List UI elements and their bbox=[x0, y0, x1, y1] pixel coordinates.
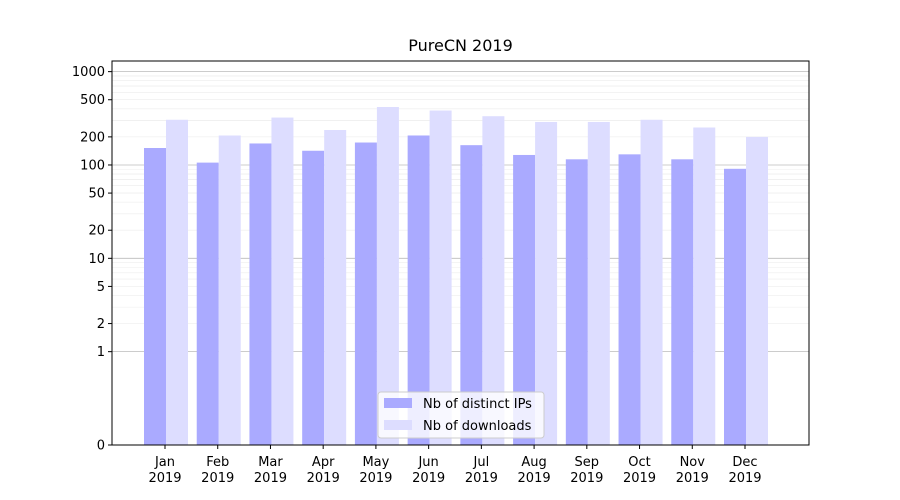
x-tick-label-year: 2019 bbox=[359, 471, 392, 486]
bar-distinct-ips bbox=[724, 168, 746, 446]
x-tick-label-year: 2019 bbox=[201, 471, 234, 486]
x-tick-label-month: Oct bbox=[628, 455, 650, 470]
bar-distinct-ips bbox=[407, 135, 430, 445]
bar-downloads bbox=[693, 127, 716, 446]
bar-distinct-ips bbox=[302, 150, 325, 445]
x-tick-label-month: Feb bbox=[206, 455, 229, 470]
y-tick-label: 1000 bbox=[72, 65, 105, 80]
x-tick-label-month: Dec bbox=[732, 455, 757, 470]
x-tick-label-month: Jan bbox=[154, 455, 175, 470]
bar-distinct-ips bbox=[196, 162, 219, 445]
x-tick-label-year: 2019 bbox=[623, 471, 656, 486]
legend: Nb of distinct IPs Nb of downloads bbox=[377, 391, 545, 439]
bar-distinct-ips bbox=[513, 154, 536, 445]
y-tick-label: 5 bbox=[97, 280, 105, 295]
legend-label-ips: Nb of distinct IPs bbox=[423, 397, 532, 412]
bar-distinct-ips bbox=[565, 159, 588, 445]
y-tick-label: 50 bbox=[88, 187, 105, 202]
bars-layer bbox=[144, 106, 768, 446]
x-tick-label-year: 2019 bbox=[728, 471, 761, 486]
bar-distinct-ips bbox=[460, 145, 483, 445]
x-tick-label-month: Nov bbox=[680, 455, 706, 470]
x-tick-label-year: 2019 bbox=[570, 471, 603, 486]
chart-title: PureCN 2019 bbox=[408, 36, 513, 55]
bar-downloads bbox=[429, 110, 452, 445]
bar-downloads bbox=[746, 136, 768, 445]
y-tick-label: 20 bbox=[88, 224, 105, 239]
x-tick-label-year: 2019 bbox=[676, 471, 709, 486]
legend-swatch-downloads bbox=[384, 420, 412, 430]
x-tick-label-year: 2019 bbox=[148, 471, 181, 486]
y-tick-label: 100 bbox=[80, 158, 105, 173]
bar-distinct-ips bbox=[249, 143, 272, 445]
y-axis: 0 1 2 5 10 20 50 100 200 500 1000 bbox=[72, 65, 112, 454]
legend-swatch-ips bbox=[384, 398, 412, 408]
bar-distinct-ips bbox=[618, 154, 641, 445]
bar-downloads bbox=[166, 119, 188, 446]
bar-distinct-ips bbox=[354, 142, 377, 445]
y-tick-label: 1 bbox=[97, 345, 105, 360]
y-tick-label: 200 bbox=[80, 130, 105, 145]
x-tick-label-year: 2019 bbox=[412, 471, 445, 486]
x-tick-label-year: 2019 bbox=[518, 471, 551, 486]
y-tick-label: 10 bbox=[88, 252, 105, 267]
x-tick-label-month: Jun bbox=[417, 455, 438, 470]
legend-label-downloads: Nb of downloads bbox=[423, 419, 532, 434]
x-tick-label-month: Mar bbox=[258, 455, 283, 470]
bar-downloads bbox=[376, 106, 399, 445]
bar-downloads bbox=[324, 129, 347, 446]
x-tick-label-month: Apr bbox=[312, 455, 335, 470]
legend-box bbox=[377, 391, 545, 439]
x-tick-label-year: 2019 bbox=[307, 471, 340, 486]
x-tick-label-month: May bbox=[362, 455, 389, 470]
bar-distinct-ips bbox=[144, 148, 166, 445]
x-tick-label-year: 2019 bbox=[465, 471, 498, 486]
x-tick-label-year: 2019 bbox=[254, 471, 287, 486]
bar-downloads bbox=[587, 121, 610, 445]
bar-downloads bbox=[218, 135, 241, 445]
y-tick-label: 2 bbox=[97, 317, 105, 332]
y-tick-label: 500 bbox=[80, 93, 105, 108]
y-tick-label: 0 bbox=[97, 439, 105, 454]
x-tick-label-month: Sep bbox=[575, 455, 600, 470]
plot-frame bbox=[111, 60, 810, 446]
bar-distinct-ips bbox=[671, 159, 694, 445]
x-tick-label-month: Jul bbox=[473, 455, 490, 470]
bar-downloads bbox=[640, 119, 663, 446]
bar-downloads bbox=[535, 121, 558, 445]
x-tick-label-month: Aug bbox=[521, 455, 546, 470]
bar-downloads bbox=[482, 116, 505, 445]
x-axis: Jan2019Feb2019Mar2019Apr2019May2019Jun20… bbox=[148, 445, 762, 486]
bar-downloads bbox=[271, 117, 294, 445]
